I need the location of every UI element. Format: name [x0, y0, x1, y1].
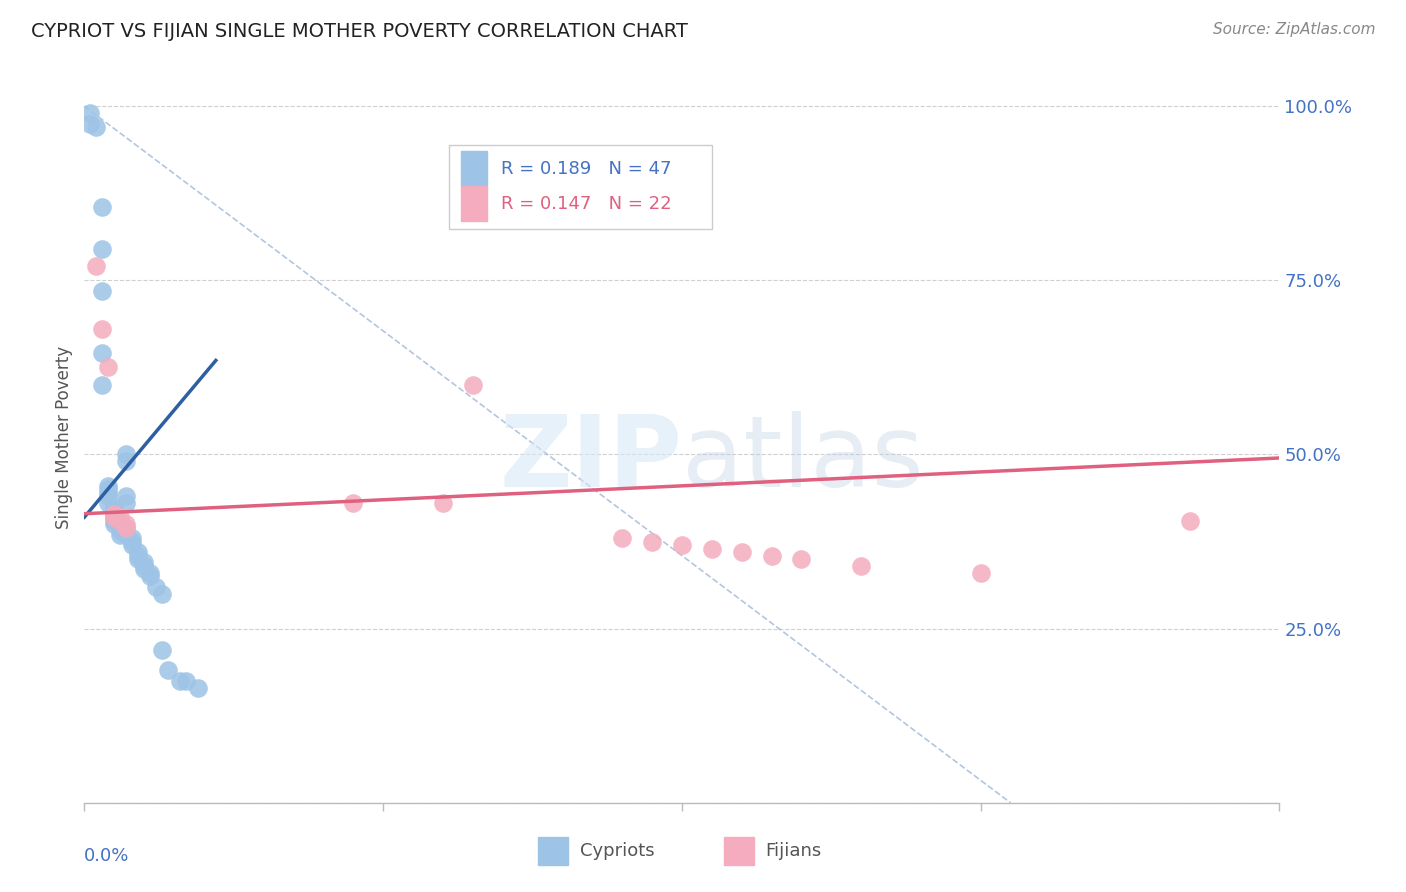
Point — [139, 569, 162, 583]
Point — [110, 524, 132, 538]
Bar — [538, 838, 568, 865]
Text: R = 0.147   N = 22: R = 0.147 N = 22 — [502, 194, 672, 213]
Point — [132, 558, 156, 573]
Point — [1178, 514, 1201, 528]
Point — [103, 517, 125, 532]
Text: CYPRIOT VS FIJIAN SINGLE MOTHER POVERTY CORRELATION CHART: CYPRIOT VS FIJIAN SINGLE MOTHER POVERTY … — [31, 22, 688, 41]
Point — [121, 531, 143, 545]
Point — [121, 534, 143, 549]
Point — [115, 496, 138, 510]
Point — [790, 552, 813, 566]
Point — [731, 545, 754, 559]
Point — [342, 496, 364, 510]
Point — [103, 507, 125, 521]
Point — [970, 566, 993, 580]
Point — [150, 642, 173, 657]
Point — [187, 681, 209, 695]
Point — [91, 200, 114, 214]
Point — [432, 496, 454, 510]
Point — [103, 503, 125, 517]
Point — [851, 558, 873, 573]
Point — [761, 549, 783, 563]
Point — [115, 521, 138, 535]
Point — [132, 562, 156, 576]
Point — [115, 521, 138, 535]
Text: Source: ZipAtlas.com: Source: ZipAtlas.com — [1212, 22, 1375, 37]
Point — [115, 454, 138, 468]
Text: Fijians: Fijians — [766, 842, 823, 860]
Bar — [724, 838, 754, 865]
Text: Cypriots: Cypriots — [581, 842, 655, 860]
Point — [97, 489, 120, 503]
Point — [91, 346, 114, 360]
Point — [103, 510, 125, 524]
Point — [115, 489, 138, 503]
Point — [641, 534, 664, 549]
Point — [110, 514, 132, 528]
Point — [86, 260, 108, 274]
Bar — [449, 145, 711, 228]
Bar — [461, 151, 486, 186]
Point — [110, 517, 132, 532]
Point — [103, 507, 125, 521]
Point — [103, 510, 125, 524]
Point — [139, 566, 162, 580]
Point — [157, 664, 180, 678]
Point — [110, 521, 132, 535]
Point — [671, 538, 693, 552]
Text: ZIP: ZIP — [499, 410, 682, 508]
Point — [115, 517, 138, 532]
Point — [174, 673, 197, 688]
Point — [86, 120, 108, 134]
Text: R = 0.189   N = 47: R = 0.189 N = 47 — [502, 160, 672, 178]
Point — [115, 448, 138, 462]
Text: atlas: atlas — [682, 410, 924, 508]
Point — [127, 545, 149, 559]
Text: 0.0%: 0.0% — [84, 847, 129, 864]
Point — [97, 479, 120, 493]
Point — [150, 587, 173, 601]
Point — [110, 510, 132, 524]
Point — [127, 549, 149, 563]
Point — [103, 500, 125, 514]
Point — [79, 106, 101, 120]
Point — [115, 527, 138, 541]
Point — [97, 485, 120, 500]
Point — [612, 531, 634, 545]
Point — [132, 556, 156, 570]
Point — [91, 322, 114, 336]
Point — [103, 514, 125, 528]
Y-axis label: Single Mother Poverty: Single Mother Poverty — [55, 345, 73, 529]
Point — [145, 580, 167, 594]
Point — [79, 117, 101, 131]
Point — [700, 541, 723, 556]
Point — [91, 377, 114, 392]
Point — [91, 242, 114, 256]
Bar — [461, 186, 486, 221]
Point — [169, 673, 191, 688]
Point — [121, 538, 143, 552]
Point — [461, 377, 484, 392]
Point — [97, 360, 120, 375]
Point — [91, 284, 114, 298]
Point — [127, 552, 149, 566]
Point — [97, 496, 120, 510]
Point — [110, 527, 132, 541]
Point — [97, 483, 120, 497]
